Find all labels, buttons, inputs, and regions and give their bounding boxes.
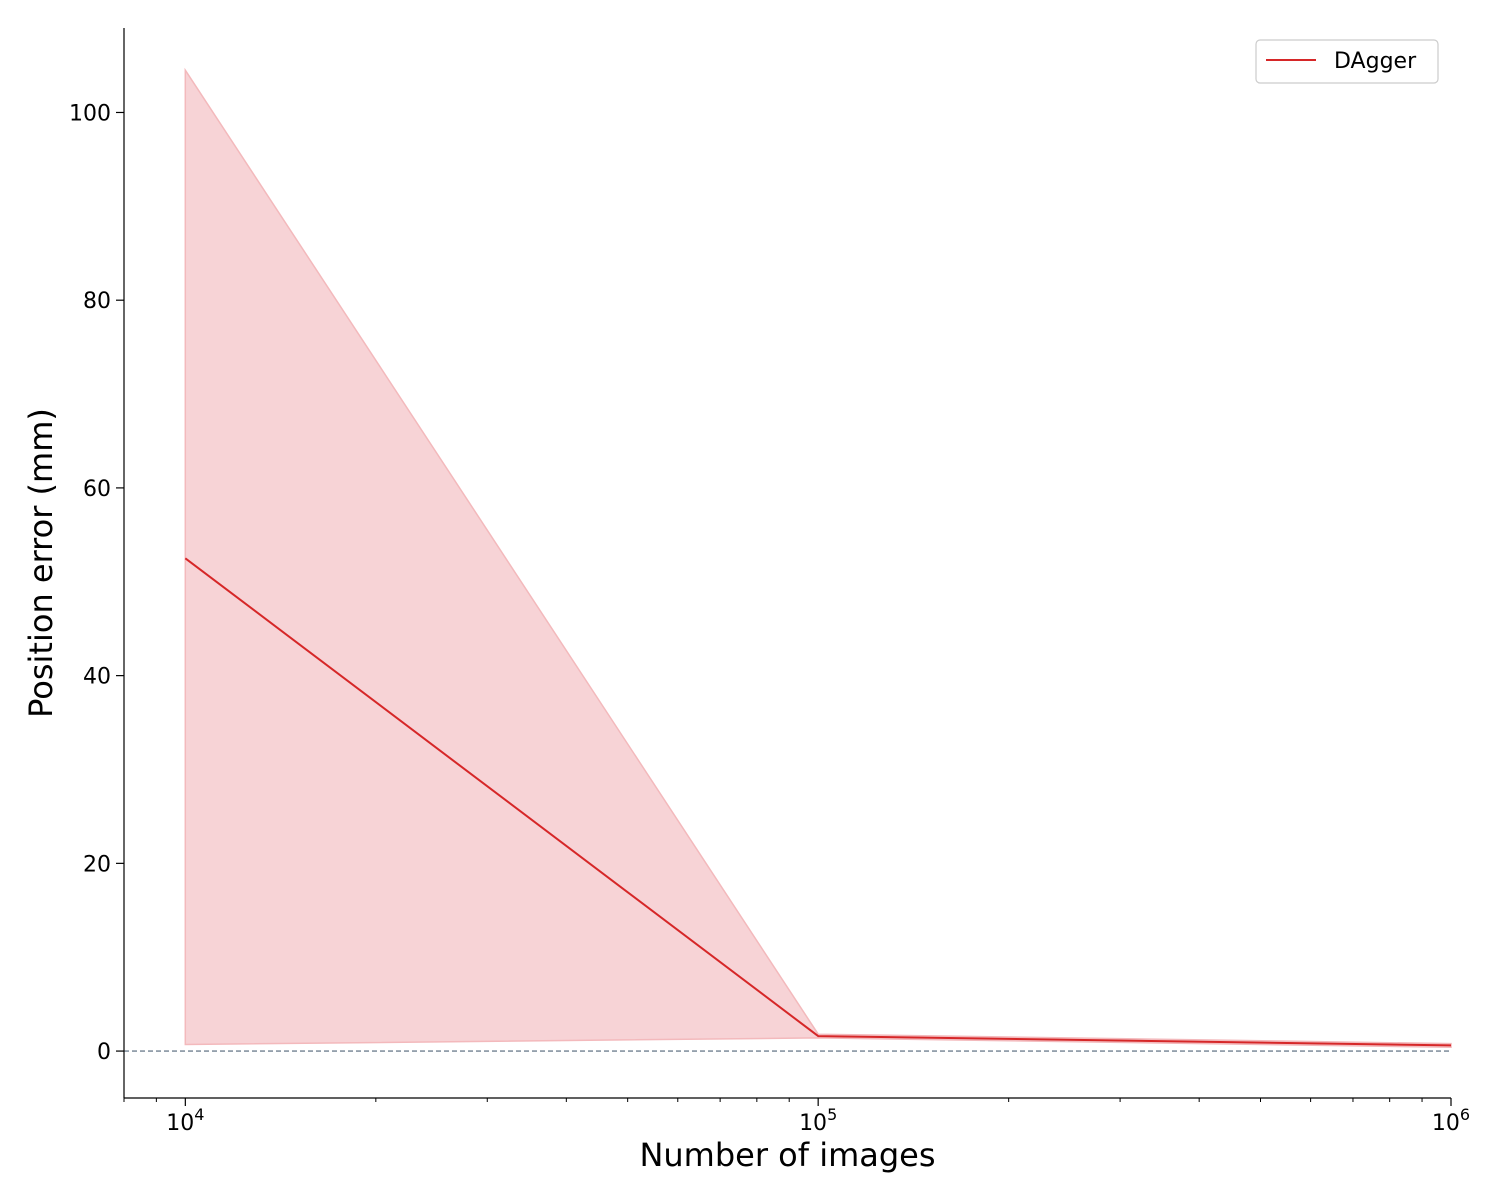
legend-label-dagger: DAgger [1334,49,1417,74]
x-axis-title: Number of images [639,1136,935,1174]
x-tick-label: 105 [799,1105,837,1136]
y-tick-label: 0 [97,1040,111,1065]
y-ticks: 0 20 40 60 80 100 [69,101,124,1065]
y-tick-label: 20 [83,852,111,877]
y-axis-title: Position error (mm) [22,408,60,718]
confidence-band-dagger [184,67,1452,1049]
axes [123,28,1451,1099]
y-tick-label: 60 [83,477,111,502]
series-line-dagger [184,557,1452,1047]
x-ticks: 104 105 106 [123,1098,1470,1136]
legend-box [1255,39,1439,84]
y-tick-label: 80 [83,289,111,314]
y-tick-label: 40 [83,665,111,690]
x-tick-label: 106 [1432,1105,1470,1136]
y-tick-label: 100 [69,101,111,126]
legend: DAgger [1255,39,1439,84]
x-tick-label: 104 [166,1105,204,1136]
series-line-layer [184,557,1452,1047]
confidence-band-layer [184,67,1452,1049]
